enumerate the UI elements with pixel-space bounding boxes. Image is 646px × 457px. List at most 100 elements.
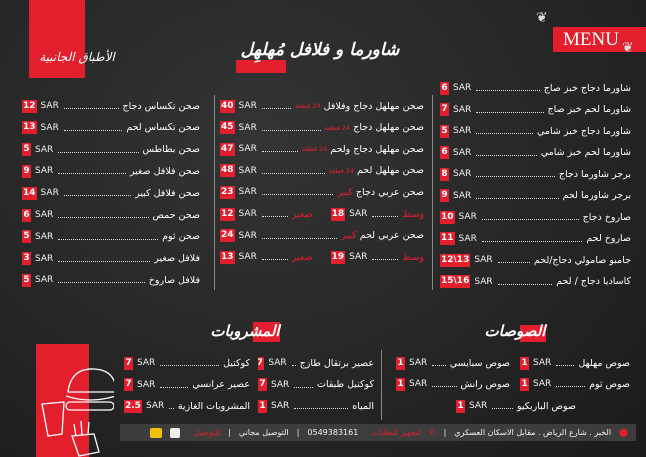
currency-label: SAR xyxy=(268,358,287,368)
menu-item-row[interactable]: صوص رانش SAR 1 xyxy=(396,377,510,391)
price-badge: 1 xyxy=(456,399,465,413)
price-badge: 6 xyxy=(22,208,31,222)
location-pin-icon: ⬤ xyxy=(619,428,628,437)
menu-item-row[interactable]: فلافل صغير SAR 3 xyxy=(22,252,200,266)
currency-label: SAR xyxy=(453,126,472,136)
size-label: كبير xyxy=(341,230,357,242)
price-badge: 23 xyxy=(220,185,235,199)
currency-label: SAR xyxy=(35,231,54,242)
menu-item-row[interactable]: صحن مهلهل دجاج 24 قطعة SAR 45 xyxy=(220,121,424,135)
menu-item-row[interactable]: كوكتيل SAR 7 xyxy=(124,356,250,370)
menu-item-row[interactable]: صحن بطاطس SAR 5 xyxy=(22,143,200,157)
phone-number[interactable]: 0549383161 xyxy=(307,428,359,437)
size-label: صغير xyxy=(291,208,313,220)
delivery-app-logo[interactable] xyxy=(170,427,181,438)
price-badge: 11 xyxy=(440,232,455,245)
currency-label: SAR xyxy=(40,188,59,199)
menu-item-row[interactable]: صاروخ لحم SAR 11 xyxy=(440,232,631,246)
menu-item-row[interactable]: صحن مهلهل دجاج وفلافل 24 قطعة SAR 40 xyxy=(220,99,424,113)
menu-item-row[interactable]: صحن فلافل صغير SAR 9 xyxy=(22,164,200,178)
size-label: كبير xyxy=(337,186,353,198)
piece-count-tag: 24 قطعة xyxy=(328,166,354,175)
dot-leader xyxy=(58,212,149,218)
item-name: فلافل صاروخ xyxy=(148,274,200,286)
currency-label: SAR xyxy=(271,401,290,411)
price-badge: 12 xyxy=(22,99,37,113)
currency-label: SAR xyxy=(137,358,156,368)
currency-label: SAR xyxy=(474,276,493,287)
menu-item-row[interactable]: صحن مهلهل دجاج ولحم 24 قطعة SAR 47 xyxy=(220,142,424,156)
price-badge: 14 xyxy=(22,186,37,200)
item-name: برجر شاورما لحم xyxy=(562,190,631,201)
item-name: عصير برتقال طازج xyxy=(299,357,374,369)
menu-item-row[interactable]: شاورما لحم خبز صاج SAR 7 xyxy=(440,103,631,117)
currency-label: SAR xyxy=(35,144,54,155)
dot-leader xyxy=(58,168,126,175)
menu-item-row[interactable]: شاورما لحم خبز شامي SAR 6 xyxy=(440,146,631,160)
menu-item-row[interactable]: صوص سبايسي SAR 1 xyxy=(396,356,510,370)
dot-leader xyxy=(476,85,540,91)
menu-item-row[interactable]: صوص مهلهل SAR 1 xyxy=(520,356,630,370)
delivery-app-logo[interactable] xyxy=(150,427,163,438)
currency-label: SAR xyxy=(40,122,59,133)
drinks-title: المشروبات xyxy=(210,322,280,340)
menu-item-row[interactable]: شاورما دجاج خبز شامي SAR 5 xyxy=(440,124,631,138)
menu-item-row[interactable]: صحن حمص SAR 6 xyxy=(22,208,200,222)
menu-item-row[interactable]: برجر شاورما لحم SAR 9 xyxy=(440,189,631,203)
item-name: صحن فلافل كبير xyxy=(135,187,200,199)
menu-item-row[interactable]: كاساديا دجاج / لحم SAR 15\16 xyxy=(440,275,631,289)
menu-item-row[interactable]: صحن مهلهل لحم 24 قطعة SAR 48 xyxy=(220,164,424,178)
menu-item-row[interactable]: صوص الباربكيو SAR 1 xyxy=(456,399,576,413)
menu-item-size-row[interactable]: وسط SAR 18 صغير SAR 12 xyxy=(220,207,424,221)
dot-leader xyxy=(261,103,292,109)
menu-item-size-row[interactable]: وسط SAR 19 صغير SAR 13 xyxy=(220,250,424,264)
burger-drink-fries-icon xyxy=(41,368,114,457)
price-badge: 9 xyxy=(22,164,31,178)
menu-item-row[interactable]: كوكتيل طبقات SAR 7 xyxy=(258,378,374,392)
delivery-label: للتوصيل : xyxy=(188,428,221,437)
currency-label: SAR xyxy=(453,169,472,179)
item-name: صحن تكساس لحم xyxy=(126,122,200,134)
dot-leader xyxy=(432,381,457,387)
currency-label: SAR xyxy=(533,358,552,368)
dot-leader xyxy=(63,125,123,131)
menu-item-row[interactable]: صوص ثوم SAR 1 xyxy=(520,377,630,391)
menu-item-row[interactable]: صحن فلافل كبير SAR 14 xyxy=(22,186,200,200)
menu-item-row[interactable]: فلافل صاروخ SAR 5 xyxy=(22,273,200,287)
item-name: صوص مهلهل xyxy=(578,357,630,369)
price-badge: 1 xyxy=(520,356,529,370)
menu-item-row[interactable]: شاورما دجاج خبز صاج SAR 6 xyxy=(440,81,631,95)
menu-item-row[interactable]: المشروبات الغازية SAR 2.5 xyxy=(124,399,250,413)
menu-item-row[interactable]: المياه SAR 1 xyxy=(258,399,374,413)
item-name: كوكتيل طبقات xyxy=(317,379,374,390)
leaf-icon: ❦ xyxy=(536,10,548,26)
currency-label: SAR xyxy=(238,209,257,219)
currency-label: SAR xyxy=(469,401,488,411)
dot-leader xyxy=(294,382,314,388)
menu-item-row[interactable]: صحن عربي لحم كبير SAR 24 xyxy=(220,229,424,243)
column-divider xyxy=(214,95,215,290)
menu-item-row[interactable]: صحن تكساس دجاج SAR 12 xyxy=(22,99,200,113)
orders-label: لتجهيز الطلبات : xyxy=(366,428,421,437)
menu-item-row[interactable]: صحن ثوم SAR 5 xyxy=(22,230,200,244)
menu-item-row[interactable]: صاروخ دجاج SAR 10 xyxy=(440,210,631,224)
menu-item-row[interactable]: صحن عربي دجاج كبير SAR 23 xyxy=(220,185,424,199)
dot-leader xyxy=(476,150,537,156)
price-badge: 1 xyxy=(520,377,529,391)
dot-leader xyxy=(372,211,399,217)
menu-item-row[interactable]: صحن تكساس لحم SAR 13 xyxy=(22,121,200,135)
item-name: صوص سبايسي xyxy=(449,357,510,369)
dot-leader xyxy=(481,236,583,242)
piece-count-tag: 24 قطعة xyxy=(324,123,351,132)
menu-item-row[interactable]: عصير عرانسي SAR 7 xyxy=(124,378,250,392)
menu-item-row[interactable]: جامبو صامولي دجاج/لحم SAR 12\13 xyxy=(440,253,631,267)
currency-label: SAR xyxy=(238,252,257,263)
section-title-bar xyxy=(253,322,280,342)
dot-leader xyxy=(58,147,139,153)
price-badge: 48 xyxy=(220,164,235,178)
menu-item-row[interactable]: عصير برتقال طازج SAR 7 xyxy=(258,356,374,370)
dot-leader xyxy=(476,193,559,199)
size-label: صغير xyxy=(291,251,313,263)
price-badge: 24 xyxy=(220,229,235,243)
menu-item-row[interactable]: برجر شاورما دجاج SAR 8 xyxy=(440,167,631,181)
